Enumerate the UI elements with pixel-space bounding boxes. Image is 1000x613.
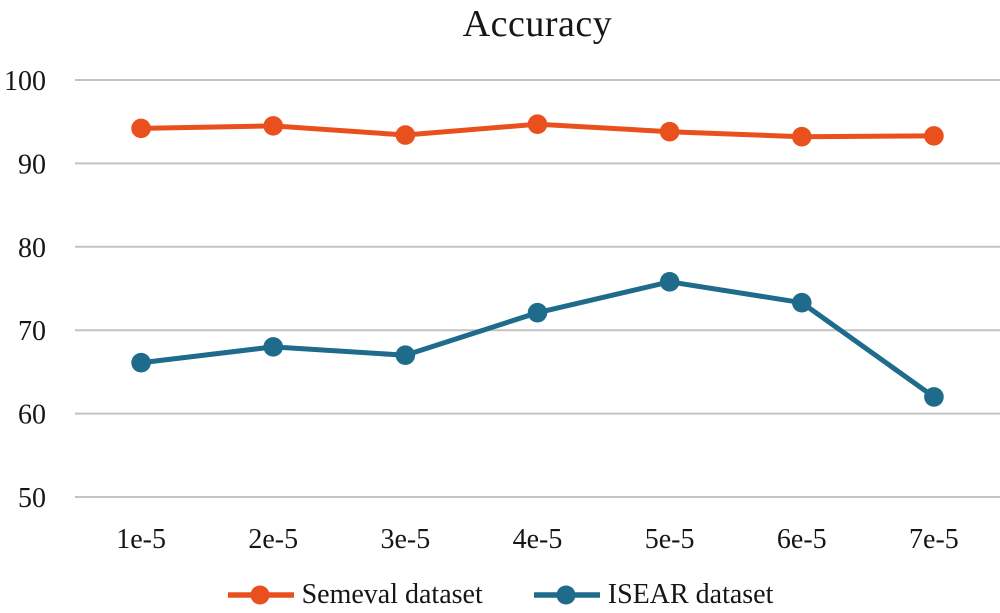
x-tick-label: 2e-5 (248, 524, 298, 555)
y-tick-label: 50 (18, 483, 46, 514)
x-tick-label: 7e-5 (909, 524, 959, 555)
data-point-isear-dataset (263, 337, 284, 357)
x-tick-label: 1e-5 (116, 524, 166, 555)
data-point-semeval-dataset (263, 116, 284, 136)
data-point-isear-dataset (924, 387, 944, 407)
data-point-isear-dataset (791, 292, 812, 313)
y-tick-label: 70 (18, 316, 46, 347)
x-tick-label: 5e-5 (645, 524, 695, 555)
y-tick-label: 60 (18, 400, 46, 431)
legend-label-isear-dataset: ISEAR dataset (607, 579, 774, 610)
semeval-series-marker-icon (227, 585, 294, 605)
chart-legend: Semeval dataset ISEAR dataset (0, 577, 1000, 613)
data-point-isear-dataset (395, 345, 416, 366)
x-tick-label: 3e-5 (380, 524, 430, 555)
data-point-semeval-dataset (924, 126, 944, 146)
data-point-isear-dataset (131, 352, 151, 373)
data-point-semeval-dataset (659, 121, 680, 142)
data-point-semeval-dataset (131, 118, 151, 139)
chart-title: Accuracy (462, 3, 613, 45)
y-tick-label: 90 (18, 149, 46, 180)
x-tick-label: 4e-5 (513, 524, 563, 555)
legend-item-semeval-dataset: Semeval dataset (227, 579, 483, 611)
y-tick-label: 80 (18, 233, 46, 264)
x-tick-label: 6e-5 (777, 524, 827, 555)
legend-item-isear-dataset: ISEAR dataset (533, 579, 774, 611)
data-point-semeval-dataset (395, 125, 416, 145)
isear-series-marker-icon (533, 585, 600, 605)
series-line-isear-dataset (138, 279, 937, 400)
data-point-isear-dataset (527, 302, 548, 323)
y-tick-label: 100 (4, 66, 46, 97)
legend-label-semeval-dataset: Semeval dataset (301, 579, 483, 610)
data-point-semeval-dataset (791, 126, 812, 147)
data-point-isear-dataset (659, 272, 680, 292)
data-point-semeval-dataset (527, 114, 548, 135)
